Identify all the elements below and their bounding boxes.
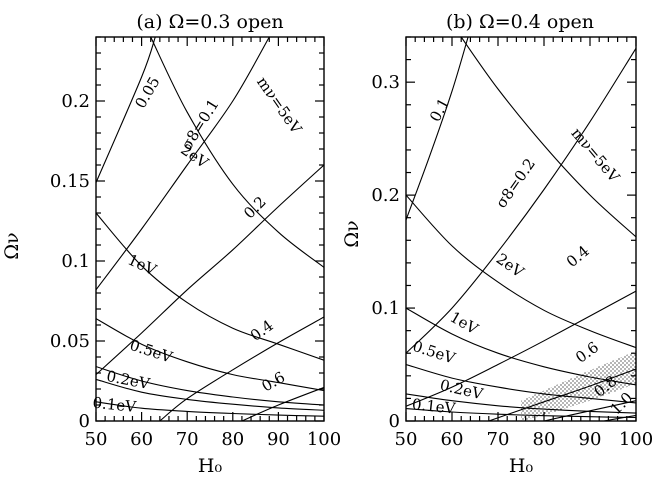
x-tick-label: 70 (487, 429, 510, 450)
panel-b-plot-area (406, 37, 636, 421)
x-tick-label: 100 (619, 429, 653, 450)
curve-mass-6 (460, 37, 636, 238)
x-tick-label: 80 (221, 429, 244, 450)
curve-label: mν=5eV (253, 73, 306, 138)
curve-label: 0.4 (247, 316, 277, 345)
y-tick-label: 0.05 (50, 331, 90, 352)
panel-b-axes: 50 60 70 80 90 100 0 0.1 0.2 0.3 (371, 36, 653, 450)
panel-b-title: (b) Ω=0.4 open (446, 11, 594, 33)
curve-label: mν=5eV (568, 124, 624, 186)
panel-a-xlabel: H₀ (198, 455, 223, 477)
panel-a-plot-area (96, 37, 324, 421)
y-tick-label: 0.1 (371, 298, 400, 319)
curve-label: 0.5eV (128, 336, 176, 367)
y-tick-label: 0.3 (371, 72, 400, 93)
curve-mass-6 (96, 212, 324, 361)
y-tick-label: 0.2 (61, 91, 90, 112)
curve-label: σ8=0.2 (492, 155, 539, 211)
curve-label: 0.6 (258, 368, 288, 396)
curve-sigma8-2 (406, 290, 636, 407)
curve-label: 0.6 (572, 338, 602, 367)
x-tick-label: 60 (130, 429, 153, 450)
curve-sigma8-4 (241, 386, 324, 421)
x-tick-label: 100 (307, 429, 341, 450)
x-tick-label: 50 (85, 429, 108, 450)
curve-mass-9 (406, 363, 636, 404)
curve-label: 0.2 (240, 193, 270, 223)
curve-label: 0.5eV (410, 337, 458, 368)
curve-mass-10 (406, 393, 636, 414)
curve-sigma8-4 (543, 400, 636, 421)
curve-sigma8-1 (96, 37, 270, 291)
panel-a-frame (95, 36, 325, 422)
x-tick-label: 70 (176, 429, 199, 450)
curve-mass-8 (96, 366, 324, 406)
curve-label: 0.1eV (411, 395, 457, 418)
curve-sigma8-0 (406, 37, 469, 221)
curve-mass-9 (96, 378, 324, 411)
panel-b-ylabel: Ων (341, 220, 363, 247)
x-tick-label: 90 (267, 429, 290, 450)
curve-sigma8-2 (96, 164, 324, 376)
curve-sigma8-1 (406, 48, 636, 354)
x-tick-label: 80 (533, 429, 556, 450)
curve-label: 0.05 (131, 74, 163, 112)
y-tick-label: 0.15 (50, 171, 90, 192)
panel-b-xlabel: H₀ (509, 455, 534, 477)
y-tick-label: 0 (389, 411, 400, 432)
curve-mass-7 (96, 318, 324, 392)
curve-label: 2eV (493, 250, 528, 282)
curve-mass-8 (406, 307, 636, 386)
y-tick-label: 0.2 (371, 185, 400, 206)
curve-label: 0.4 (563, 242, 593, 271)
curve-sigma8-3 (159, 316, 324, 421)
x-tick-label: 90 (579, 429, 602, 450)
panel-a-title: (a) Ω=0.3 open (136, 11, 283, 33)
shaded-region (521, 351, 636, 421)
x-tick-label: 60 (441, 429, 464, 450)
y-tick-label: 0.1 (61, 251, 90, 272)
panel-a-axes: 50 60 70 80 90 100 0 0.05 0.1 0.15 0.2 (50, 36, 341, 450)
curve-label: 0.1eV (92, 394, 138, 417)
curve-mass-10 (96, 401, 324, 417)
curve-sigma8-3 (488, 368, 636, 421)
x-tick-label: 50 (395, 429, 418, 450)
curve-mass-5 (150, 37, 324, 268)
curve-label: 1eV (125, 251, 160, 280)
curve-mass-11 (406, 408, 636, 419)
panel-b-frame (405, 36, 637, 422)
curve-mass-7 (406, 194, 636, 349)
curve-sigma8-0 (96, 37, 156, 183)
panel-a-ylabel: Ων (1, 232, 23, 259)
y-tick-label: 0 (79, 411, 90, 432)
